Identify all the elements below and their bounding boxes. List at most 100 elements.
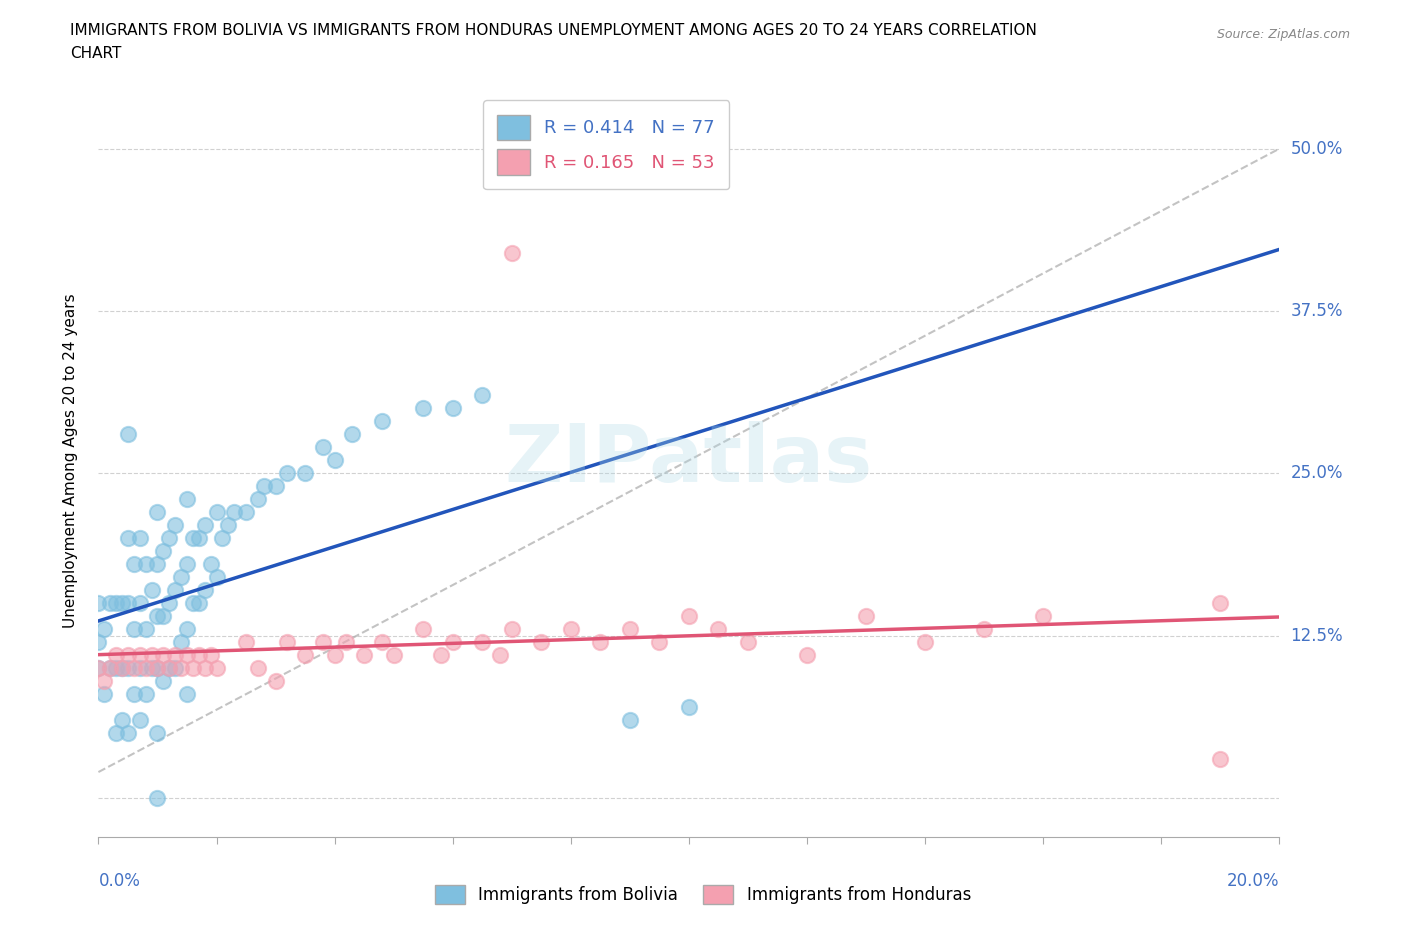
Point <box>353 647 375 662</box>
Point <box>253 479 276 494</box>
Text: 20.0%: 20.0% <box>1227 871 1279 890</box>
Point <box>157 596 180 611</box>
Point <box>678 699 700 714</box>
Point <box>707 622 730 637</box>
Point <box>1032 609 1054 624</box>
Text: ZIPatlas: ZIPatlas <box>505 421 873 499</box>
Point <box>146 660 169 675</box>
Point <box>87 660 110 675</box>
Point <box>211 531 233 546</box>
Point <box>914 635 936 650</box>
Point <box>276 466 298 481</box>
Point <box>111 712 134 727</box>
Point <box>217 518 239 533</box>
Point <box>264 479 287 494</box>
Point <box>128 647 150 662</box>
Point <box>117 531 139 546</box>
Point <box>187 596 209 611</box>
Point <box>1209 751 1232 766</box>
Point <box>187 531 209 546</box>
Point <box>323 647 346 662</box>
Point <box>146 790 169 805</box>
Point <box>973 622 995 637</box>
Point <box>176 557 198 572</box>
Point <box>170 660 193 675</box>
Point <box>530 635 553 650</box>
Point <box>246 660 269 675</box>
Point <box>176 492 198 507</box>
Point <box>98 596 121 611</box>
Point <box>471 388 494 403</box>
Point <box>170 635 193 650</box>
Point <box>146 557 169 572</box>
Point <box>122 622 145 637</box>
Point <box>371 635 394 650</box>
Point <box>117 660 139 675</box>
Point <box>200 557 222 572</box>
Point <box>146 609 169 624</box>
Point <box>264 673 287 688</box>
Point <box>560 622 582 637</box>
Point <box>224 505 246 520</box>
Point <box>135 686 157 701</box>
Point <box>117 725 139 740</box>
Point <box>93 673 115 688</box>
Point <box>796 647 818 662</box>
Point <box>246 492 269 507</box>
Point <box>200 647 222 662</box>
Text: IMMIGRANTS FROM BOLIVIA VS IMMIGRANTS FROM HONDURAS UNEMPLOYMENT AMONG AGES 20 T: IMMIGRANTS FROM BOLIVIA VS IMMIGRANTS FR… <box>70 23 1038 38</box>
Point <box>152 609 174 624</box>
Point <box>111 660 134 675</box>
Point <box>146 660 169 675</box>
Point <box>128 531 150 546</box>
Point <box>122 686 145 701</box>
Legend: R = 0.414   N = 77, R = 0.165   N = 53: R = 0.414 N = 77, R = 0.165 N = 53 <box>484 100 730 190</box>
Point <box>128 712 150 727</box>
Point <box>165 518 187 533</box>
Point <box>323 453 346 468</box>
Point <box>111 660 134 675</box>
Point <box>165 583 187 598</box>
Point <box>501 246 523 260</box>
Point <box>441 401 464 416</box>
Point <box>157 531 180 546</box>
Point <box>98 660 121 675</box>
Point <box>181 660 204 675</box>
Point <box>165 660 187 675</box>
Point <box>146 505 169 520</box>
Point <box>176 622 198 637</box>
Point <box>312 440 335 455</box>
Text: 12.5%: 12.5% <box>1291 627 1343 644</box>
Point <box>194 660 217 675</box>
Point <box>619 622 641 637</box>
Point <box>294 647 316 662</box>
Point <box>141 660 163 675</box>
Point <box>489 647 512 662</box>
Point <box>141 583 163 598</box>
Point <box>135 660 157 675</box>
Point <box>737 635 759 650</box>
Y-axis label: Unemployment Among Ages 20 to 24 years: Unemployment Among Ages 20 to 24 years <box>63 293 77 628</box>
Point <box>111 596 134 611</box>
Point <box>105 647 128 662</box>
Point <box>382 647 405 662</box>
Point <box>122 557 145 572</box>
Point <box>87 635 110 650</box>
Point <box>117 427 139 442</box>
Point <box>170 570 193 585</box>
Point <box>276 635 298 650</box>
Point <box>412 622 434 637</box>
Point <box>589 635 612 650</box>
Point <box>152 647 174 662</box>
Point <box>157 660 180 675</box>
Point <box>1209 596 1232 611</box>
Point <box>87 596 110 611</box>
Point <box>187 647 209 662</box>
Point <box>312 635 335 650</box>
Point <box>152 544 174 559</box>
Point <box>501 622 523 637</box>
Point <box>135 557 157 572</box>
Point <box>342 427 364 442</box>
Point <box>235 635 257 650</box>
Point <box>87 660 110 675</box>
